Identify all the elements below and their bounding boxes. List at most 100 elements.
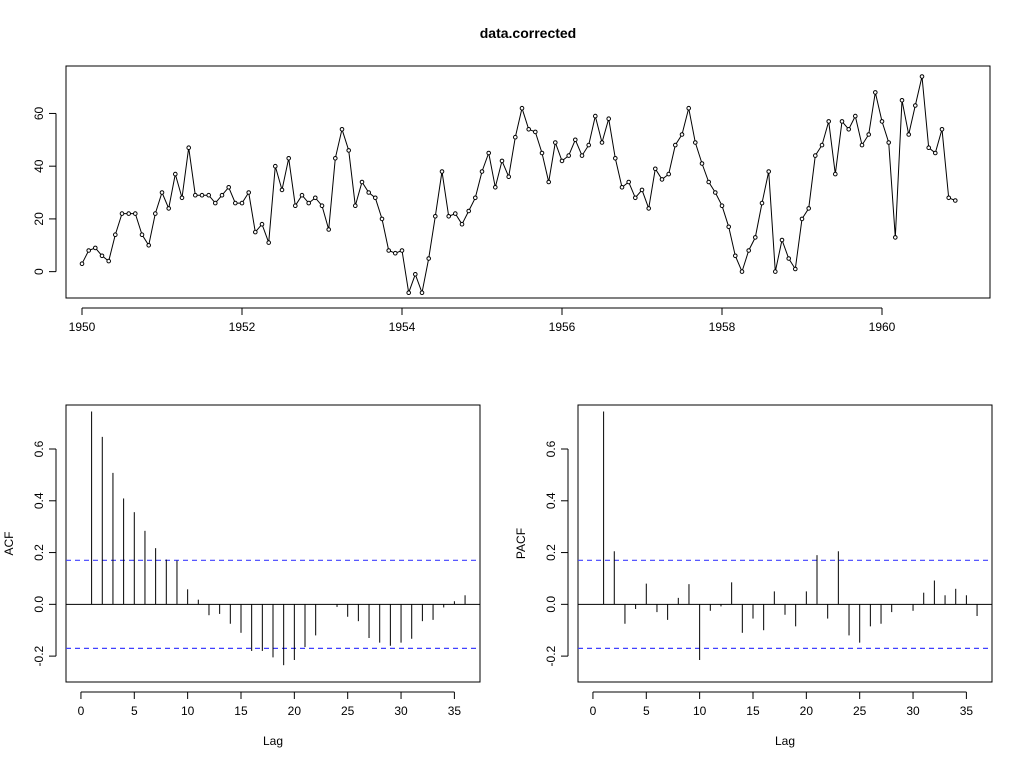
- data-point: [239, 200, 245, 206]
- x-tick-label: 35: [448, 704, 462, 718]
- data-point: [686, 105, 692, 111]
- data-point: [159, 190, 165, 195]
- data-point: [566, 153, 572, 158]
- data-point: [173, 171, 178, 177]
- data-point: [199, 192, 205, 198]
- data-point: [99, 253, 105, 259]
- data-point: [899, 98, 905, 103]
- x-tick-label: 30: [394, 704, 408, 718]
- data-point: [279, 187, 285, 193]
- x-tick-label: 15: [746, 704, 760, 718]
- data-point: [599, 140, 605, 145]
- x-tick-label: 5: [643, 704, 650, 718]
- data-point: [839, 119, 845, 124]
- data-point: [913, 103, 918, 108]
- data-point: [553, 140, 558, 145]
- x-tick-label: 5: [131, 704, 138, 718]
- y-tick-label: 0.4: [544, 492, 558, 509]
- data-point: [453, 211, 458, 216]
- data-point: [633, 195, 638, 201]
- data-point: [713, 190, 718, 195]
- x-tick-label: 25: [853, 704, 867, 718]
- data-point: [546, 179, 552, 185]
- data-point: [699, 161, 705, 166]
- data-point: [179, 195, 185, 201]
- data-point: [573, 137, 578, 143]
- data-point: [286, 156, 292, 161]
- data-point: [219, 192, 225, 198]
- data-point: [873, 90, 878, 95]
- data-point: [793, 266, 798, 272]
- data-point: [579, 153, 585, 158]
- data-point: [466, 208, 472, 214]
- data-point: [933, 150, 938, 156]
- x-tick-label: 0: [78, 704, 85, 718]
- x-tick-label: 20: [800, 704, 814, 718]
- data-point: [739, 269, 745, 274]
- x-tick-label: 35: [960, 704, 974, 718]
- data-point: [659, 177, 665, 182]
- data-point: [499, 158, 505, 164]
- y-tick-label: 0.4: [32, 492, 46, 509]
- data-point: [86, 248, 91, 253]
- data-point: [226, 185, 231, 190]
- data-point: [153, 211, 158, 216]
- data-point: [379, 216, 385, 222]
- plot-frame: [65, 404, 481, 683]
- data-point: [433, 214, 438, 219]
- data-point: [719, 203, 725, 208]
- y-tick-label: 0.0: [32, 596, 46, 613]
- data-point: [653, 166, 658, 172]
- data-point: [113, 232, 118, 237]
- data-point: [146, 243, 151, 248]
- time-series-plot: 1950 1952 1954 1956 1958 1960 0 20 40 60: [32, 65, 991, 334]
- data-point: [439, 169, 445, 174]
- data-point: [106, 258, 111, 264]
- data-point: [833, 171, 838, 177]
- y-tick-label: 40: [32, 159, 46, 173]
- data-point: [513, 134, 518, 140]
- data-point: [299, 192, 305, 198]
- data-point: [766, 169, 772, 174]
- series-line: [81, 76, 956, 295]
- data-point: [786, 256, 792, 261]
- x-tick-label: 1954: [389, 320, 416, 334]
- x-tick-label: 10: [693, 704, 707, 718]
- data-point: [306, 200, 312, 206]
- data-point: [359, 179, 365, 185]
- data-point: [526, 127, 532, 132]
- data-point: [386, 248, 392, 253]
- plot-frame: [577, 404, 993, 683]
- data-point: [799, 216, 805, 222]
- data-point: [613, 156, 618, 161]
- data-point: [819, 142, 825, 148]
- data-point: [586, 142, 592, 148]
- data-point: [346, 148, 352, 153]
- data-point: [506, 174, 512, 179]
- data-point: [479, 169, 485, 174]
- data-point: [706, 179, 712, 185]
- data-point: [826, 119, 832, 124]
- data-point: [759, 200, 765, 206]
- data-point: [266, 240, 272, 245]
- y-tick-label: 0.2: [32, 544, 46, 561]
- data-point: [593, 113, 598, 119]
- data-point: [519, 105, 525, 111]
- data-point: [639, 187, 645, 193]
- x-tick-label: 25: [341, 704, 355, 718]
- data-point: [406, 290, 412, 296]
- data-point: [646, 206, 652, 211]
- y-tick-label: -0.2: [32, 645, 46, 666]
- data-point: [126, 211, 131, 216]
- data-point: [373, 195, 378, 201]
- y-tick-label: 0.6: [544, 440, 558, 457]
- data-point: [119, 211, 125, 216]
- data-point: [626, 179, 632, 185]
- data-point: [746, 248, 752, 253]
- data-point: [139, 232, 145, 237]
- data-point: [459, 221, 465, 227]
- x-tick-label: 20: [288, 704, 302, 718]
- data-point: [559, 158, 565, 164]
- data-point: [753, 235, 758, 240]
